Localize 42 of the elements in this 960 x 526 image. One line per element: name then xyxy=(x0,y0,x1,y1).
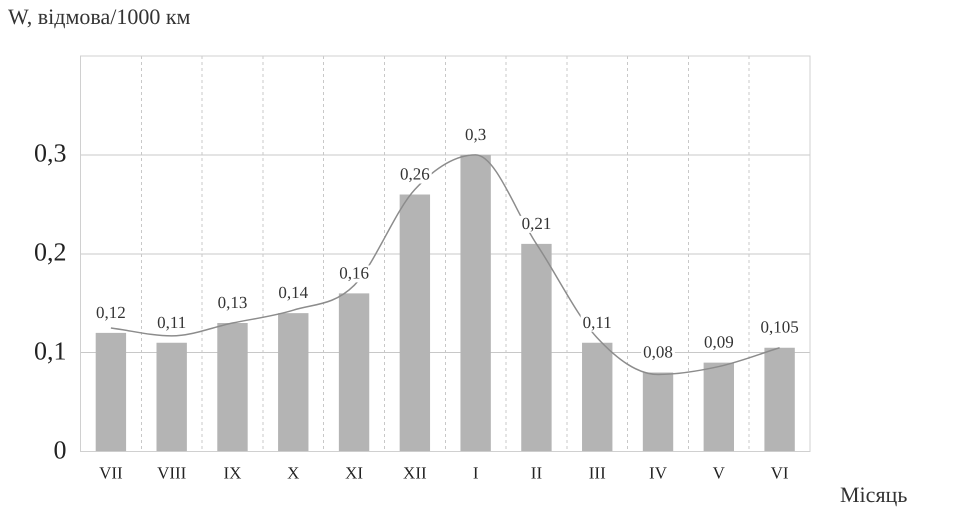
x-tick-label: II xyxy=(530,463,542,482)
bar xyxy=(338,293,370,452)
data-label: 0,11 xyxy=(157,312,186,332)
data-label: 0,26 xyxy=(400,164,430,184)
bar xyxy=(704,362,734,452)
bar xyxy=(217,323,248,452)
x-tick-label: X xyxy=(287,463,300,482)
x-tick-label: XI xyxy=(345,463,364,482)
bar xyxy=(96,332,126,452)
y-tick-label: 0,2 xyxy=(34,238,66,267)
data-label: 0,105 xyxy=(760,318,799,337)
x-tick-label: I xyxy=(472,463,479,482)
bar xyxy=(460,154,491,452)
x-tick-label: VII xyxy=(99,463,124,482)
y-tick-label: 0,3 xyxy=(34,138,66,168)
bar xyxy=(400,194,430,452)
data-label: 0,12 xyxy=(96,302,126,322)
bar xyxy=(521,244,552,452)
bar xyxy=(764,348,795,452)
x-tick-label: V xyxy=(712,463,726,482)
x-tick-label: IX xyxy=(224,463,242,482)
data-label: 0,3 xyxy=(465,124,486,144)
x-tick-label: VIII xyxy=(157,463,187,482)
bar xyxy=(156,342,187,452)
data-label: 0,21 xyxy=(522,214,552,233)
bar xyxy=(582,342,612,452)
x-tick-label: III xyxy=(588,463,606,482)
x-tick-label: VI xyxy=(770,463,789,482)
data-label: 0,13 xyxy=(218,293,248,312)
bar xyxy=(642,372,674,452)
x-axis-title: Місяць xyxy=(840,482,908,508)
y-tick-label: 0 xyxy=(54,435,66,464)
data-label: 0,09 xyxy=(704,332,734,352)
data-label: 0,14 xyxy=(278,283,309,302)
bar xyxy=(278,313,308,452)
data-label: 0,08 xyxy=(643,342,673,362)
x-tick-label: XII xyxy=(403,463,427,482)
data-label: 0,16 xyxy=(339,263,369,282)
y-tick-label: 0,1 xyxy=(34,336,66,366)
x-tick-label: IV xyxy=(649,463,668,482)
y-axis-title: W, відмова/1000 км xyxy=(8,4,190,30)
data-label: 0,11 xyxy=(582,312,612,332)
